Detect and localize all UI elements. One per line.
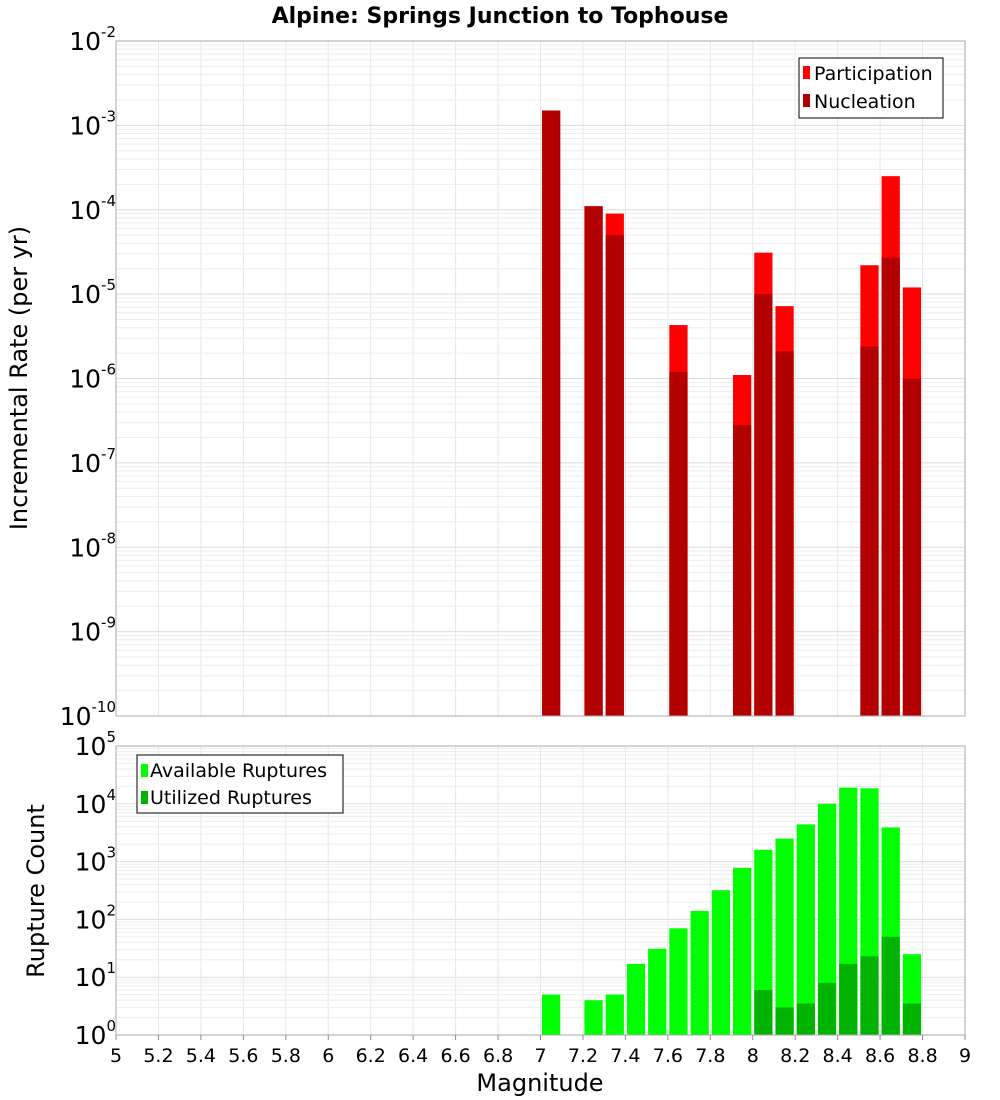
y-tick-label: 103 bbox=[75, 844, 116, 877]
x-tick-label: 8.6 bbox=[865, 1045, 895, 1067]
bar-nucleation bbox=[669, 371, 688, 716]
x-tick-label: 8.2 bbox=[780, 1045, 810, 1067]
bottom-panel: 100 101 102 103 104 105 5 5.2 5.4 5.6 5.8 6 6.2 6.4 6… bbox=[22, 728, 971, 1097]
legend-label-nucleation: Nucleation bbox=[814, 91, 916, 113]
y-tick-label: 10-4 bbox=[69, 192, 116, 225]
top-bars bbox=[542, 110, 922, 717]
y-tick-label: 105 bbox=[75, 728, 116, 761]
y-tick-label: 10-8 bbox=[69, 529, 116, 562]
bar-utilized-ruptures bbox=[839, 963, 858, 1035]
y-tick-label: 102 bbox=[75, 901, 116, 934]
x-tick-label: 6.2 bbox=[356, 1045, 386, 1067]
chart-title: Alpine: Springs Junction to Tophouse bbox=[272, 4, 729, 29]
bar-nucleation bbox=[605, 235, 624, 716]
bar-utilized-ruptures bbox=[754, 990, 773, 1035]
bar-nucleation bbox=[754, 294, 773, 716]
bar-available-ruptures bbox=[733, 867, 752, 1035]
bar-utilized-ruptures bbox=[817, 982, 837, 1035]
y-tick-label: 10-10 bbox=[60, 698, 116, 731]
bottom-y-ticks: 100 101 102 103 104 105 bbox=[75, 728, 116, 1050]
y-tick-label: 10-9 bbox=[69, 614, 116, 647]
x-tick-label: 5 bbox=[110, 1045, 122, 1067]
bar-utilized-ruptures bbox=[796, 1003, 815, 1035]
x-tick-label: 5.2 bbox=[143, 1045, 173, 1067]
y-tick-label: 10-5 bbox=[69, 276, 116, 309]
legend-label-participation: Participation bbox=[814, 63, 933, 85]
x-tick-label: 6.6 bbox=[440, 1045, 470, 1067]
legend-label-utilized: Utilized Ruptures bbox=[150, 787, 312, 809]
x-tick-label: 5.4 bbox=[186, 1045, 216, 1067]
bar-available-ruptures bbox=[817, 803, 837, 1035]
bar-utilized-ruptures bbox=[902, 1003, 922, 1035]
bar-utilized-ruptures bbox=[881, 936, 900, 1035]
y-tick-label: 10-7 bbox=[69, 445, 116, 478]
x-tick-label: 6 bbox=[322, 1045, 334, 1067]
legend-label-available: Available Ruptures bbox=[150, 760, 327, 782]
legend-swatch-available bbox=[141, 764, 148, 777]
y-tick-label: 101 bbox=[75, 959, 116, 992]
bottom-bars bbox=[542, 787, 922, 1035]
top-grid bbox=[115, 41, 966, 717]
bottom-legend-box bbox=[136, 754, 344, 814]
bar-available-ruptures bbox=[669, 928, 688, 1035]
x-tick-label: 8.4 bbox=[823, 1045, 853, 1067]
y-tick-label: 10-3 bbox=[69, 107, 116, 140]
bar-available-ruptures bbox=[775, 838, 794, 1035]
legend-swatch-nucleation bbox=[803, 94, 810, 107]
x-ticks: 5 5.2 5.4 5.6 5.8 6 6.2 6.4 6.6 6.8 7 7.2 7.4 7.6 7.8 8… bbox=[110, 1035, 971, 1067]
bottom-y-axis-label: Rupture Count bbox=[22, 804, 50, 978]
bar-available-ruptures bbox=[605, 994, 624, 1035]
bar-available-ruptures bbox=[690, 910, 709, 1035]
bar-nucleation bbox=[775, 351, 794, 716]
bar-nucleation bbox=[902, 378, 922, 716]
x-tick-label: 7.4 bbox=[610, 1045, 640, 1067]
bar-nucleation bbox=[881, 257, 900, 716]
bar-nucleation bbox=[733, 425, 752, 716]
x-axis-label: Magnitude bbox=[476, 1069, 603, 1097]
bar-available-ruptures bbox=[711, 890, 731, 1035]
bar-available-ruptures bbox=[796, 824, 815, 1035]
x-tick-label: 8.8 bbox=[907, 1045, 937, 1067]
y-tick-label: 10-6 bbox=[69, 361, 116, 394]
x-tick-label: 9 bbox=[959, 1045, 971, 1067]
x-tick-label: 7 bbox=[534, 1045, 546, 1067]
bar-available-ruptures bbox=[626, 963, 646, 1035]
x-tick-label: 5.8 bbox=[271, 1045, 301, 1067]
legend-swatch-participation bbox=[803, 66, 810, 79]
top-plot-border bbox=[115, 40, 966, 717]
y-tick-label: 104 bbox=[75, 786, 116, 819]
x-tick-label: 7.8 bbox=[695, 1045, 725, 1067]
top-legend: Participation Nucleation bbox=[798, 57, 944, 119]
top-panel: 10-10 10-9 10-8 10-7 10-6 10-5 10-4 10-3 10-2 In… bbox=[5, 23, 966, 731]
bar-nucleation bbox=[542, 110, 561, 716]
bar-available-ruptures bbox=[648, 948, 667, 1035]
top-y-axis-label: Incremental Rate (per yr) bbox=[5, 226, 33, 530]
bar-nucleation bbox=[860, 346, 879, 716]
x-tick-label: 6.8 bbox=[483, 1045, 513, 1067]
bar-utilized-ruptures bbox=[860, 956, 879, 1035]
bar-utilized-ruptures bbox=[775, 1007, 794, 1035]
top-legend-box bbox=[798, 57, 944, 119]
x-tick-label: 6.4 bbox=[398, 1045, 428, 1067]
bar-available-ruptures bbox=[754, 849, 773, 1035]
y-tick-label: 10-2 bbox=[69, 23, 116, 56]
x-tick-label: 7.2 bbox=[568, 1045, 598, 1067]
x-tick-label: 5.6 bbox=[228, 1045, 258, 1067]
x-tick-label: 8 bbox=[747, 1045, 759, 1067]
bottom-legend: Available Ruptures Utilized Ruptures bbox=[136, 754, 344, 814]
y-tick-label: 100 bbox=[75, 1017, 116, 1050]
bar-nucleation bbox=[584, 206, 603, 716]
legend-swatch-utilized bbox=[141, 791, 148, 804]
bar-available-ruptures bbox=[584, 1000, 603, 1035]
bar-available-ruptures bbox=[542, 994, 561, 1035]
top-y-ticks: 10-10 10-9 10-8 10-7 10-6 10-5 10-4 10-3 10-2 bbox=[60, 23, 116, 731]
x-tick-label: 7.6 bbox=[653, 1045, 683, 1067]
